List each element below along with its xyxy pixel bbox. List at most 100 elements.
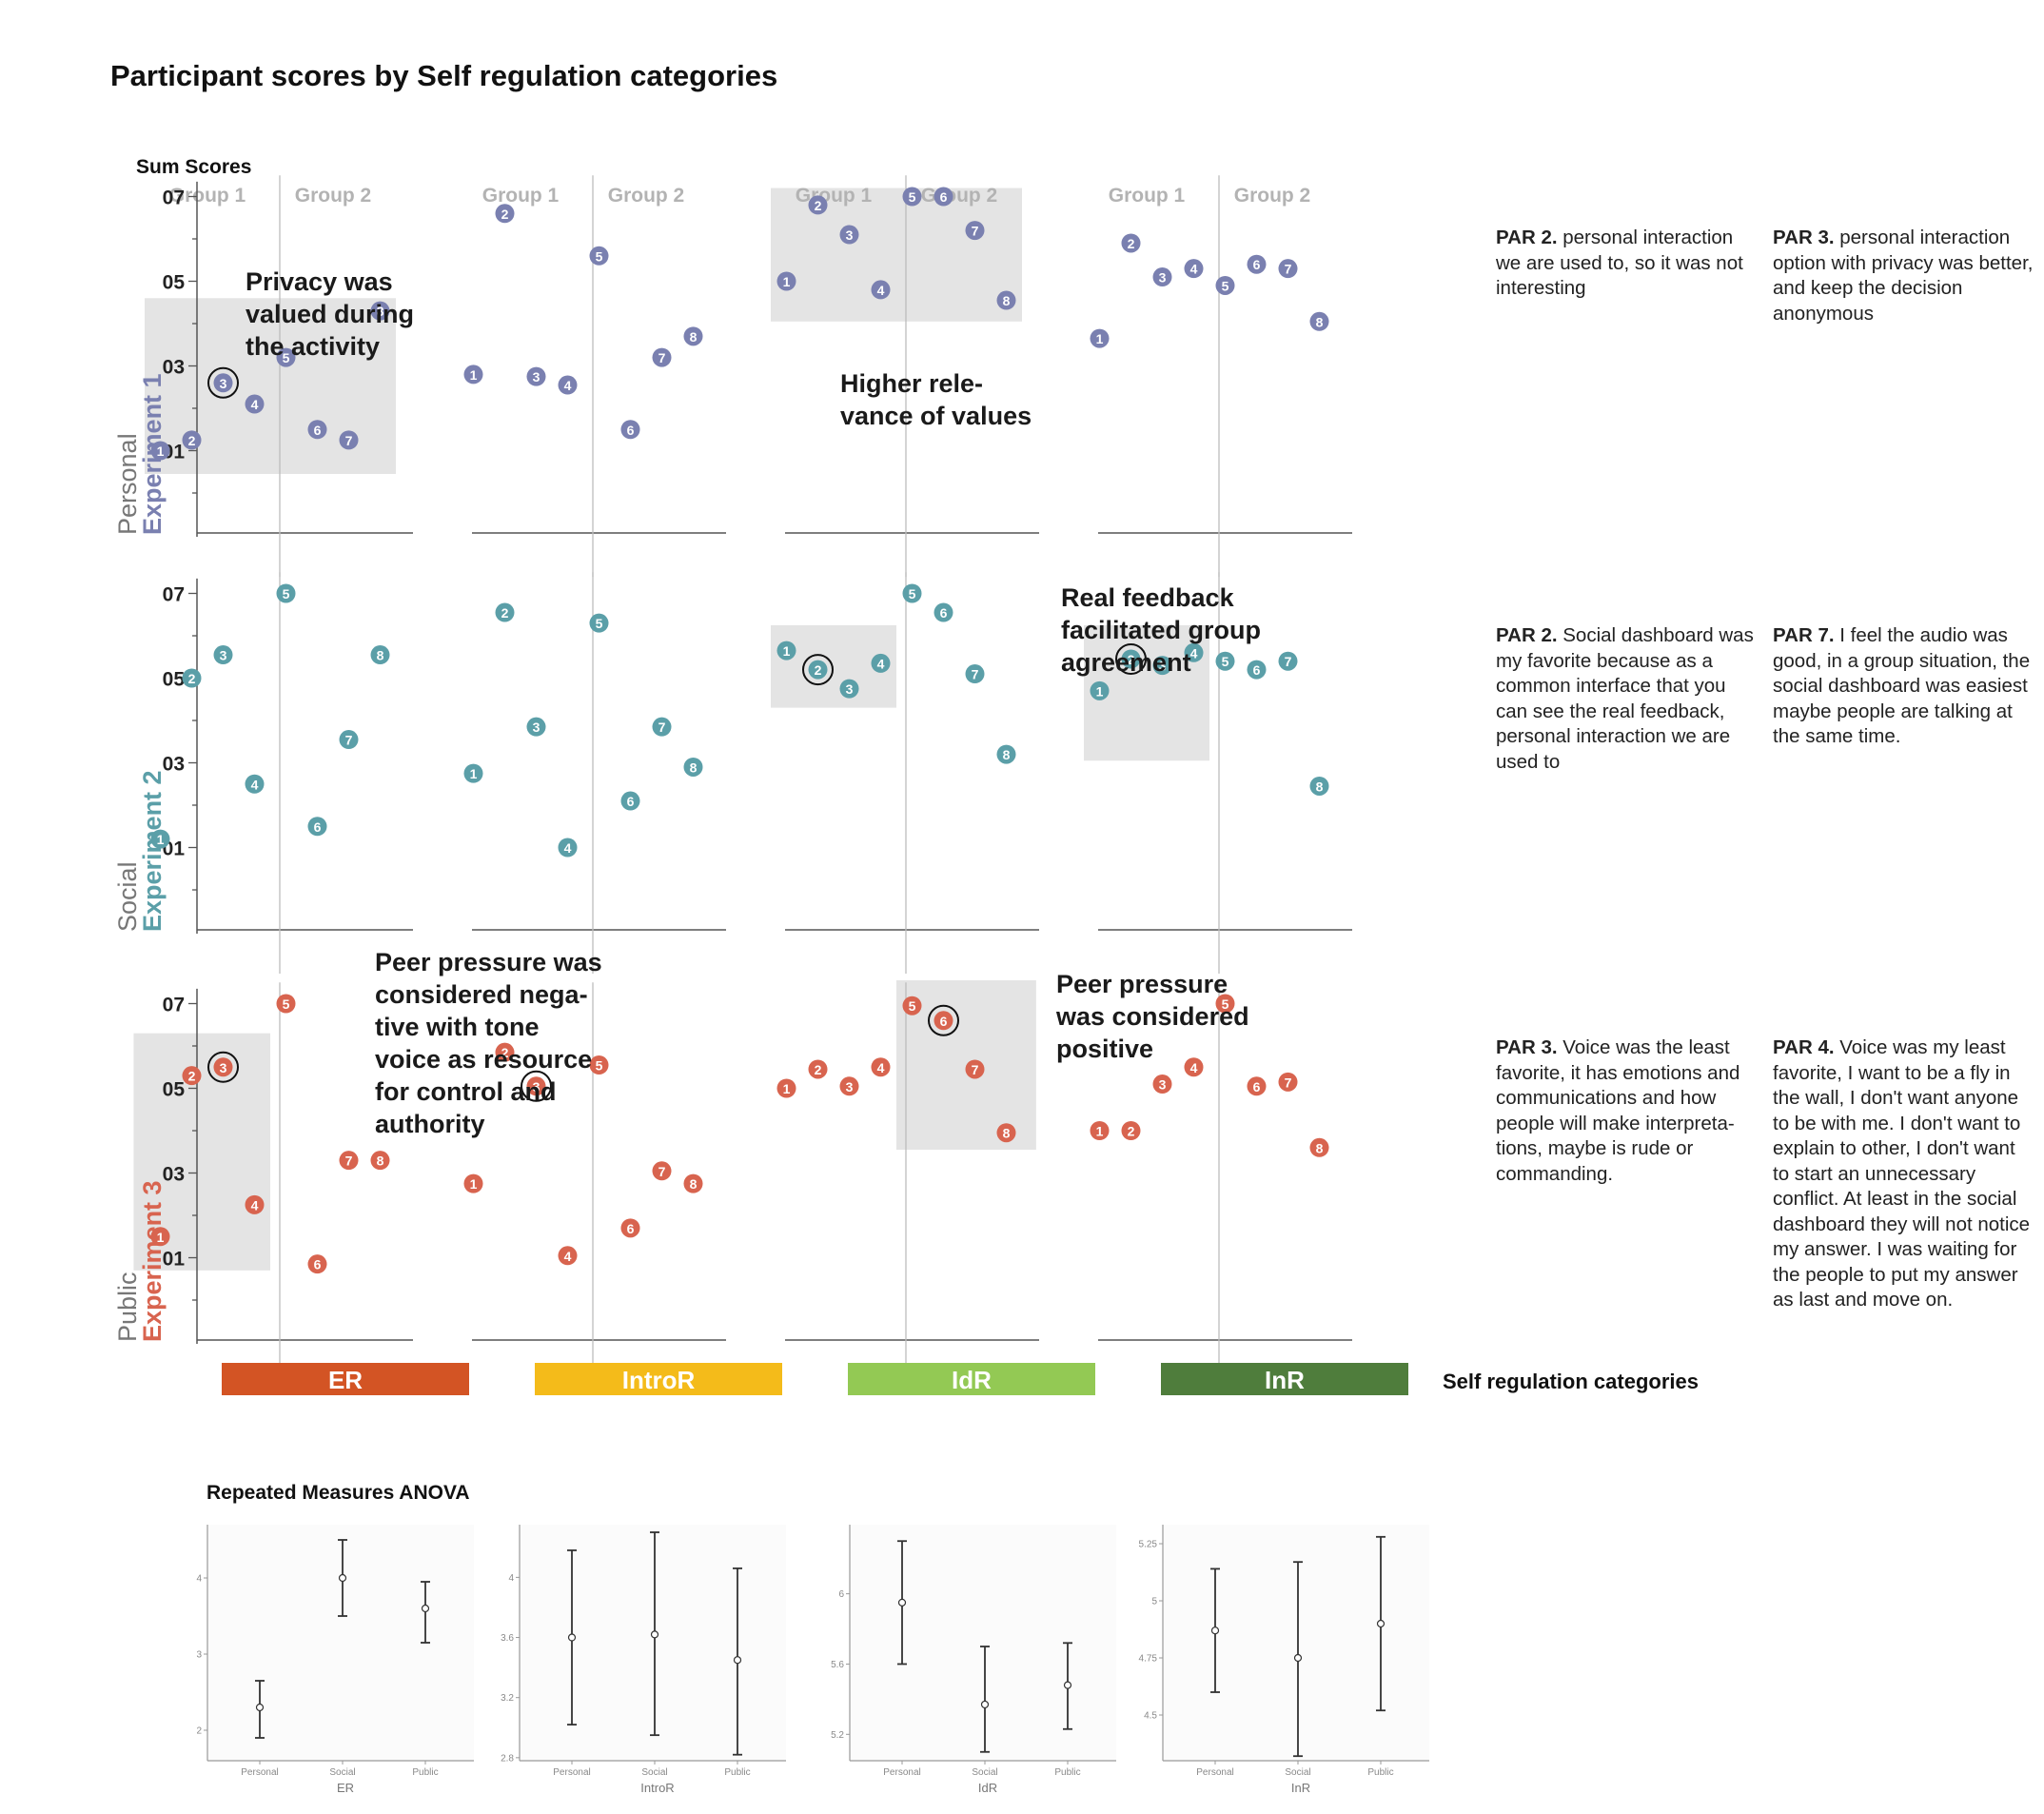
participant-number: 6: [627, 794, 635, 809]
participant-point: [965, 221, 985, 241]
quote-personal-par3: PAR 3. personal interaction option with …: [1773, 226, 2034, 326]
anova-x-label: ER: [337, 1781, 354, 1795]
participant-point: [620, 420, 640, 440]
participant-number: 5: [1222, 278, 1229, 293]
participant-point: [1309, 311, 1329, 331]
anova-y-tick-label: 4: [508, 1573, 514, 1584]
participant-number: 4: [877, 656, 885, 671]
circled-marker: [928, 1004, 959, 1036]
annotation-line: voice as resource: [375, 1045, 592, 1074]
participant-point: [1309, 776, 1329, 796]
group-label: Group 2: [295, 185, 372, 207]
quote-text: Voice was the least favorite, it has emo…: [1496, 1036, 1740, 1185]
annotation-line: tive with tone: [375, 1013, 540, 1041]
annotation-line: Peer pressure: [1056, 970, 1228, 998]
participant-point: [808, 195, 828, 215]
participant-number: 4: [1190, 645, 1198, 661]
participant-number: 5: [596, 616, 603, 631]
participant-number: 3: [533, 720, 540, 735]
participant-point: [871, 1057, 891, 1077]
mean-point: [1293, 1653, 1303, 1663]
participant-point: [1152, 656, 1172, 676]
participant-point: [339, 730, 359, 750]
participant-number: 6: [314, 819, 322, 835]
participant-number: 7: [1285, 654, 1292, 669]
participant-point: [526, 717, 546, 737]
y-tick-label: 05: [163, 669, 186, 691]
anova-y-tick-label: 2: [196, 1726, 202, 1737]
scatter-plot-grid: Group 1 Group 2 Group 1 Group 2 Group 1 Group…: [113, 175, 1408, 1395]
annotation-line: the activity: [246, 332, 380, 361]
quote-par-label: PAR 3.: [1773, 227, 1835, 248]
participant-point: [1309, 1137, 1329, 1157]
mean-point: [255, 1703, 265, 1712]
quote-text: Voice was my least favorite, I want to b…: [1773, 1036, 2031, 1311]
participant-point: [776, 271, 796, 291]
quote-social-par2: PAR 2. Social dashboard was my favorite …: [1496, 623, 1758, 775]
participant-number: 7: [972, 1062, 979, 1077]
anova-x-tick-label: Social: [972, 1767, 997, 1778]
annotation-line: facilitated group: [1061, 616, 1261, 644]
participant-number: 8: [1003, 747, 1011, 762]
participant-number: 3: [846, 1079, 854, 1094]
participant-number: 8: [1003, 293, 1011, 308]
participant-number: 1: [1096, 331, 1104, 346]
annotation-line: considered nega-: [375, 980, 588, 1009]
participant-point: [1184, 259, 1204, 279]
participant-point: [495, 204, 515, 224]
participant-point: [150, 829, 170, 849]
participant-point: [307, 420, 327, 440]
anova-x-tick-label: Personal: [1196, 1767, 1233, 1778]
participant-number: 1: [470, 766, 478, 781]
participant-number: 5: [909, 189, 916, 205]
category-label-InR: InR: [1265, 1366, 1305, 1394]
category-label-IdR: IdR: [952, 1366, 992, 1394]
category-bar-IntroR: [535, 1363, 782, 1395]
anova-x-tick-label: Public: [1054, 1767, 1080, 1778]
participant-number: 7: [345, 733, 353, 748]
participant-number: 5: [283, 350, 290, 365]
group-label: Group 1: [482, 185, 560, 207]
category-bar-ER: [222, 1363, 469, 1395]
y-tick-label: 05: [163, 1079, 186, 1101]
participant-point: [1121, 649, 1141, 669]
participant-point: [683, 326, 703, 346]
participant-number: 1: [1096, 1124, 1104, 1139]
participant-point: [526, 1076, 546, 1096]
participant-number: 3: [846, 227, 854, 243]
participant-point: [463, 763, 483, 783]
participant-number: 8: [690, 1176, 698, 1192]
y-tick-label: 03: [163, 754, 185, 776]
participant-point: [996, 744, 1016, 764]
participant-number: 8: [1003, 1126, 1011, 1141]
participant-number: 3: [1159, 1077, 1167, 1093]
participant-point: [182, 430, 202, 450]
participant-number: 8: [1316, 1140, 1324, 1155]
participant-point: [276, 994, 296, 1014]
group-label: Group 1: [1109, 185, 1186, 207]
participant-point: [1090, 680, 1110, 700]
participant-number: 2: [815, 198, 822, 213]
participant-number: 5: [283, 586, 290, 601]
category-label-IntroR: IntroR: [622, 1366, 696, 1394]
participant-point: [652, 717, 672, 737]
anova-panel-bg: [1163, 1525, 1429, 1761]
participant-number: 6: [314, 1257, 322, 1272]
participant-number: 5: [596, 1058, 603, 1074]
annotation-line: for control and: [375, 1077, 557, 1106]
participant-point: [245, 394, 265, 414]
participant-number: 4: [1190, 1060, 1198, 1075]
quote-par-label: PAR 7.: [1773, 624, 1835, 646]
participant-number: 2: [815, 1062, 822, 1077]
participant-point: [370, 645, 390, 665]
quote-text: Social dashboard was my favorite because…: [1496, 624, 1754, 773]
anova-x-tick-label: Personal: [553, 1767, 590, 1778]
quote-public-par4: PAR 4. Voice was my least favorite, I wa…: [1773, 1035, 2034, 1313]
anova-y-tick-label: 3.6: [501, 1633, 514, 1644]
participant-point: [996, 1123, 1016, 1143]
participant-point: [463, 365, 483, 384]
y-tick-label: 01: [163, 1249, 186, 1271]
quote-text: personal interaction option with privacy…: [1773, 227, 2034, 325]
participant-point: [276, 583, 296, 603]
y-tick-label: 03: [163, 1164, 185, 1186]
